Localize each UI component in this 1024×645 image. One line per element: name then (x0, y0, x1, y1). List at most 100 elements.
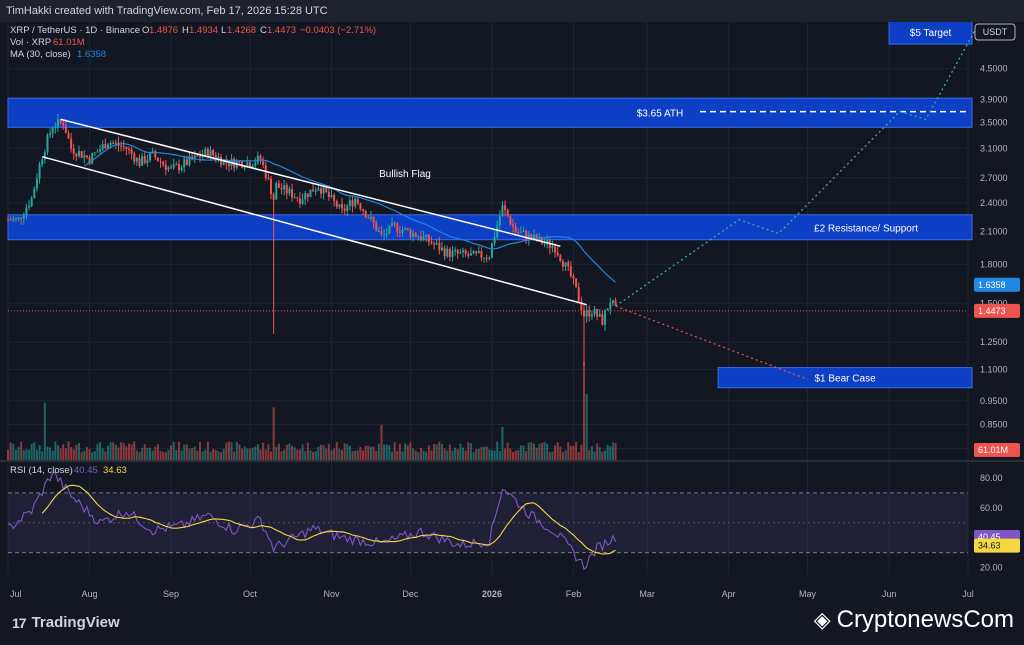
candle-body (467, 253, 470, 256)
volume-bar (425, 451, 428, 460)
candle-body (556, 252, 559, 256)
bullish-flag-label: Bullish Flag (379, 169, 431, 180)
volume-bar (235, 441, 238, 460)
candle-body (535, 234, 538, 241)
zone-box (717, 367, 973, 389)
candle-body (354, 198, 357, 207)
volume-bar (188, 448, 191, 460)
volume-bar (154, 446, 157, 460)
volume-bar (540, 442, 543, 460)
legend-vol-label: Vol · XRP (10, 37, 51, 48)
rsi-ma-badge (974, 538, 1020, 553)
candle-body (183, 159, 186, 168)
volume-bar (533, 443, 536, 460)
candle-body (220, 156, 223, 165)
tradingview-logo[interactable]: 17 TradingView (12, 614, 120, 631)
candle-body (259, 155, 262, 160)
legend-l-value: 1.4268 (227, 25, 256, 36)
candle-body (288, 188, 291, 194)
volume-bar (256, 444, 259, 460)
candle-body (475, 251, 478, 253)
volume-bar (356, 450, 359, 460)
candle-body (172, 164, 175, 168)
candle-body (493, 237, 496, 244)
x-tick-label: Jul (10, 589, 22, 599)
candle-body (496, 225, 499, 238)
x-tick-label: Dec (402, 589, 419, 599)
price-chart[interactable]: $5 Target $3.65 ATH £2 Resistance/ Support… (0, 22, 1024, 602)
legend-h-value: 1.4934 (189, 25, 218, 36)
volume-bar (83, 450, 86, 460)
flag-lower-line (41, 155, 587, 306)
candle-body (369, 216, 372, 219)
volume-bar (146, 447, 149, 460)
legend-c-value: 1.4473 (267, 25, 296, 36)
volume-bar (122, 443, 125, 460)
volume-bar (248, 448, 251, 460)
cryptonews-icon: ◈ (813, 607, 831, 632)
candle-body (483, 257, 486, 259)
rsi-tick-label: 60.00 (980, 503, 1003, 513)
currency-button-label: USDT (983, 27, 1008, 37)
candle-body (396, 223, 399, 232)
rsi-ma-line (41, 484, 616, 555)
volume-bar (440, 444, 443, 460)
candle-body (62, 122, 65, 126)
legend-vol-value: 61.01M (53, 37, 85, 48)
volume-bar (67, 441, 70, 460)
volume-bar (304, 451, 307, 460)
candle-body (33, 188, 36, 199)
volume-bar (454, 447, 457, 460)
volume-bar (419, 447, 422, 460)
volume-bar (41, 451, 44, 460)
candle-body (149, 153, 152, 161)
volume-bar (464, 450, 467, 460)
volume-bar (309, 450, 312, 460)
x-tick-label: 2026 (482, 589, 502, 599)
y-tick-label: 2.1000 (980, 226, 1008, 236)
volume-bar (70, 447, 73, 460)
volume-bar (99, 442, 102, 460)
volume-bar (314, 450, 317, 460)
volume-bar (120, 442, 123, 460)
candle-body (485, 257, 488, 259)
candle-body (351, 200, 354, 207)
candle-body (580, 301, 583, 311)
volume-bar (614, 442, 617, 460)
candle-body (167, 167, 170, 170)
candle-body (262, 159, 265, 165)
legend-rsi-ma-value: 34.63 (103, 465, 127, 476)
legend-o-label: O (142, 25, 149, 36)
candle-body (456, 250, 459, 254)
candle-body (164, 164, 167, 170)
candle-body (519, 231, 522, 233)
volume-bar (546, 443, 549, 460)
volume-bar (191, 448, 194, 460)
candle-body (133, 153, 136, 162)
volume-bar (62, 444, 65, 460)
candle-body (317, 188, 320, 191)
candle-body (401, 229, 404, 233)
volume-bar (127, 443, 130, 460)
volume-bar (296, 449, 299, 460)
candle-body (348, 200, 351, 206)
volume-bar (270, 451, 273, 460)
y-tick-label: 2.4000 (980, 198, 1008, 208)
legend-o-value: 1.4876 (149, 25, 178, 36)
candle-body (138, 157, 141, 166)
candle-body (325, 186, 328, 193)
legend: XRP / TetherUS · 1D · Binance O 1.4876 H… (10, 25, 376, 476)
y-tick-label: 1.8000 (980, 259, 1008, 269)
volume-bar (404, 443, 407, 460)
candle-body (296, 197, 299, 199)
candle-body (277, 183, 280, 188)
volume-bar (238, 444, 241, 460)
legend-rsi-label: RSI (14, close) (10, 465, 73, 476)
volume-bar (14, 449, 17, 460)
volume-bar (391, 451, 393, 460)
volume-bar (85, 446, 88, 460)
volume-bar (135, 450, 138, 460)
candle-body (114, 142, 117, 144)
volume-bar (204, 449, 207, 460)
candle-body (417, 236, 420, 238)
